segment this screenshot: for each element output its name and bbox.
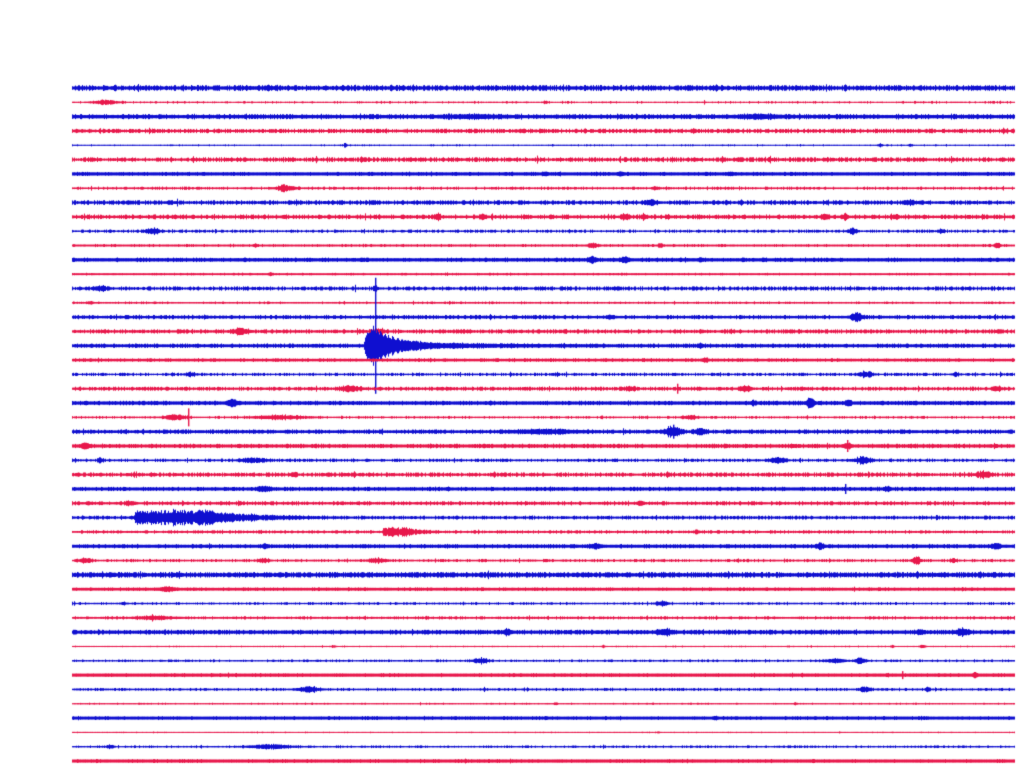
helicorder-traces-canvas [0, 0, 1024, 780]
